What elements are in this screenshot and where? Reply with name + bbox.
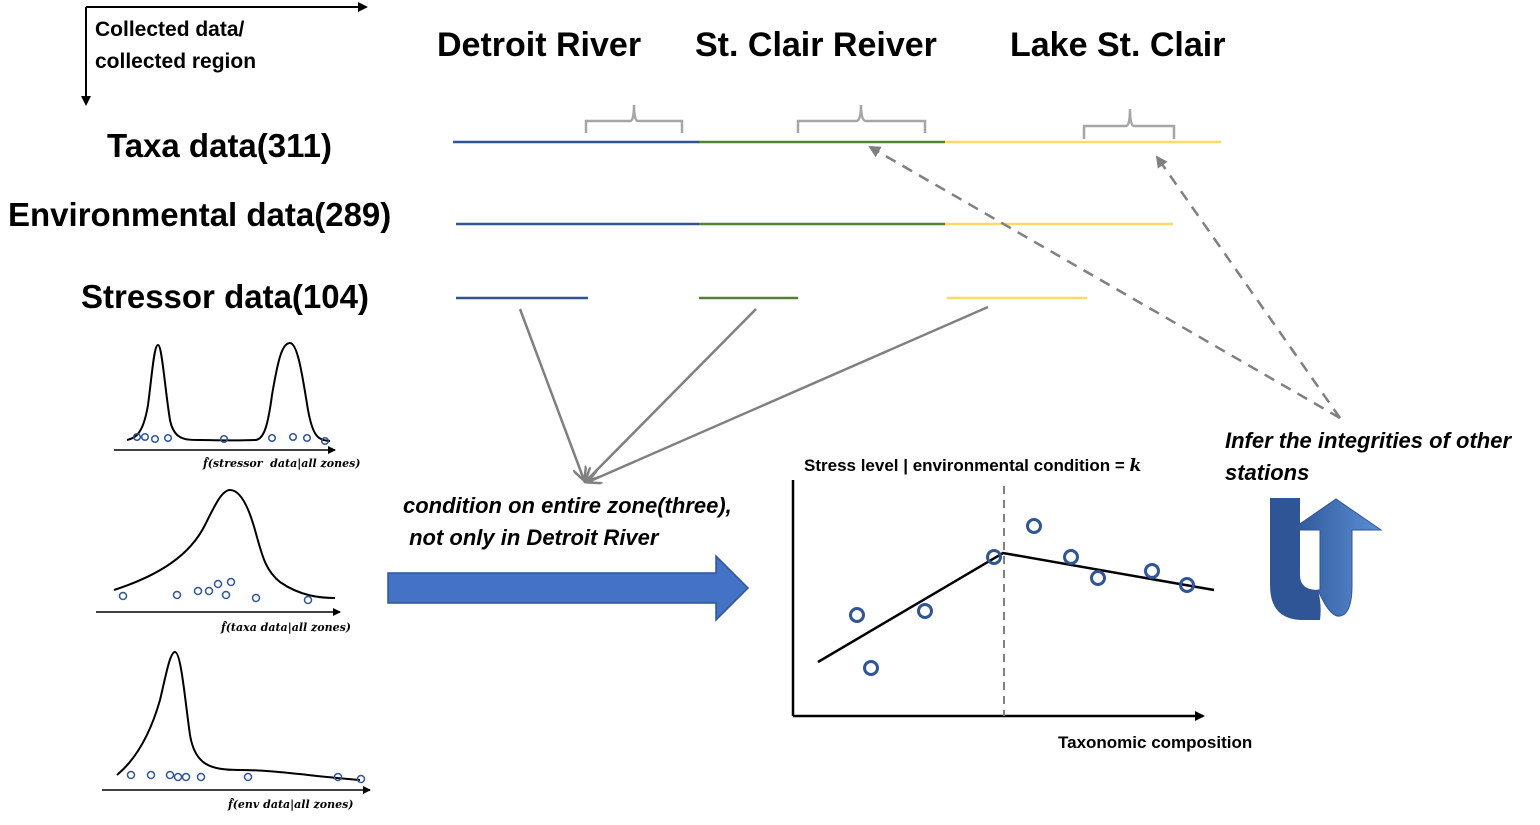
converging-arrows <box>518 305 989 482</box>
axis-caption-line1: Collected data/ <box>95 18 245 41</box>
scatter-y-label-text: Stress level | environmental condition = <box>804 456 1130 475</box>
scatter-plot <box>791 480 1215 721</box>
density-plot-stressor <box>114 341 336 454</box>
axis-caption: Collected data/ collected region <box>95 14 256 78</box>
infer-note-line1: Infer the integrities of other <box>1225 428 1512 453</box>
density-label-taxa: f̂(taxa data|all zones) <box>221 621 351 634</box>
density-plot-taxa <box>96 488 341 616</box>
scatter-x-label: Taxonomic composition <box>1058 733 1253 752</box>
condition-note-line1: condition on entire zone(three), <box>403 493 732 518</box>
density-label-env: f̂(env data|all zones) <box>228 798 354 811</box>
inference-arrows <box>868 145 1342 420</box>
row-label-environmental: Environmental data(289) <box>8 196 392 233</box>
scatter-y-label: Stress level | environmental condition =… <box>804 456 1141 476</box>
row-label-stressor: Stressor data(104) <box>81 278 369 315</box>
axis-caption-line2: collected region <box>95 50 257 73</box>
region-detroit-river: Detroit River <box>437 26 642 64</box>
u-turn-arrow <box>1270 498 1383 620</box>
brace-detroit <box>584 104 684 133</box>
region-braces <box>584 104 1176 139</box>
row-label-taxa: Taxa data(311) <box>107 127 333 164</box>
brace-lake <box>1082 108 1176 139</box>
corner-axes <box>81 2 368 106</box>
region-st-clair-river: St. Clair Reiver <box>695 26 937 64</box>
region-lake-st-clair: Lake St. Clair <box>1010 26 1226 64</box>
infer-note: Infer the integrities of other stations <box>1225 425 1511 489</box>
scatter-y-label-var: k <box>1129 456 1142 476</box>
condition-note: condition on entire zone(three), not onl… <box>403 490 732 554</box>
big-blue-arrow <box>387 554 750 622</box>
brace-stclair-river <box>796 104 927 133</box>
infer-note-line2: stations <box>1225 460 1310 485</box>
condition-note-line2: not only in Detroit River <box>403 525 659 550</box>
density-plot-env <box>102 650 371 794</box>
density-label-stressor: f̂(stressor data|all zones) <box>203 457 361 470</box>
